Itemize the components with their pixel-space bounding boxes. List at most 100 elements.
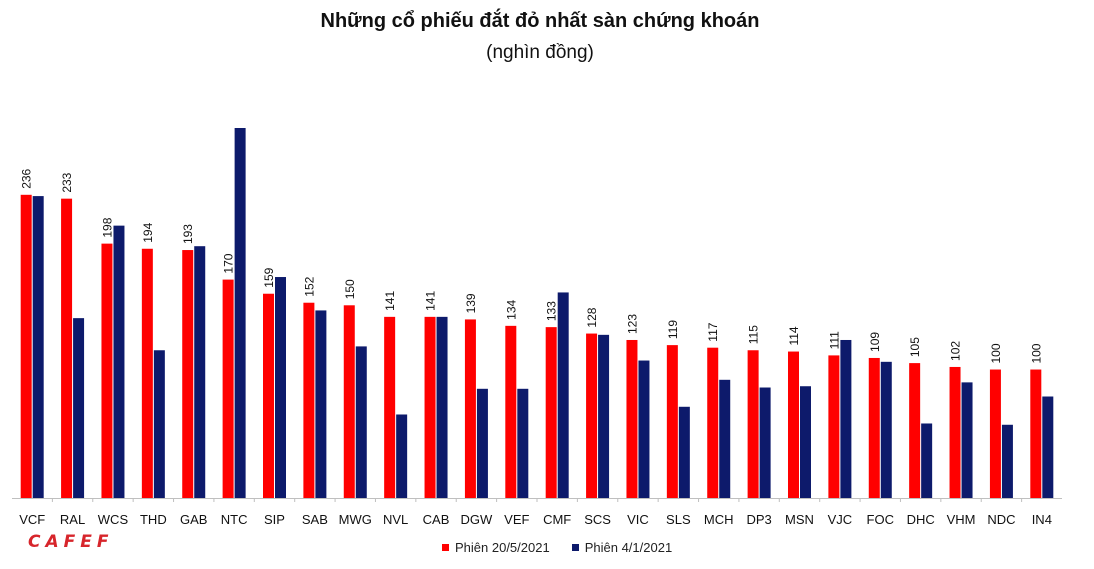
data-label-in4: 100	[1029, 343, 1043, 363]
bar-series-1-vcf	[20, 194, 32, 499]
bar-series-2-cmf	[557, 292, 569, 498]
x-tick-label-vic: VIC	[627, 512, 649, 527]
bar-series-2-vic	[638, 360, 650, 498]
data-label-ndc: 100	[989, 343, 1003, 363]
x-tick-label-thd: THD	[140, 512, 167, 527]
bar-series-1-nvl	[384, 316, 396, 498]
bar-series-2-nvl	[396, 414, 408, 498]
chart-title: Những cổ phiếu đắt đỏ nhất sàn chứng kho…	[320, 10, 760, 32]
bar-series-1-mwg	[343, 305, 355, 498]
data-label-sls: 119	[666, 320, 680, 339]
x-tick-label-vef: VEF	[504, 512, 529, 527]
bar-series-1-ntc	[222, 279, 234, 498]
bar-series-1-cab	[424, 316, 436, 498]
bar-series-2-foc	[880, 361, 892, 498]
x-tick-label-scs: SCS	[584, 512, 611, 527]
bar-series-2-dhc	[921, 423, 933, 498]
x-tick-label-gab: GAB	[180, 512, 207, 527]
data-label-sip: 159	[262, 267, 276, 287]
bar-series-1-thd	[141, 248, 153, 498]
data-label-gab: 193	[181, 224, 195, 244]
bar-series-1-wcs	[101, 243, 113, 498]
data-label-mch: 117	[706, 322, 720, 341]
data-label-nvl: 141	[383, 291, 397, 311]
x-tick-label-vhm: VHM	[947, 512, 976, 527]
bar-series-1-scs	[586, 333, 598, 498]
bar-series-2-vhm	[961, 382, 973, 498]
bar-series-1-in4	[1030, 369, 1042, 498]
legend-item-series-2: Phiên 4/1/2021	[571, 540, 673, 555]
data-label-vjc: 111	[827, 331, 841, 350]
x-tick-label-sab: SAB	[302, 512, 328, 527]
x-tick-label-cmf: CMF	[543, 512, 571, 527]
bar-series-2-dp3	[759, 387, 771, 498]
data-label-vcf: 236	[20, 168, 34, 188]
bar-series-2-cab	[436, 316, 448, 498]
data-label-vhm: 102	[949, 341, 963, 361]
chart-subtitle: (nghìn đồng)	[486, 42, 594, 63]
x-tick-label-dp3: DP3	[746, 512, 771, 527]
bar-series-1-foc	[868, 357, 880, 498]
data-label-foc: 109	[868, 332, 882, 352]
x-tick-label-ral: RAL	[60, 512, 85, 527]
x-tick-label-wcs: WCS	[98, 512, 129, 527]
data-label-dhc: 105	[908, 337, 922, 357]
bar-series-1-ral	[61, 198, 73, 498]
bar-series-2-gab	[194, 246, 206, 498]
x-tick-label-vcf: VCF	[19, 512, 45, 527]
bar-series-2-sab	[315, 310, 327, 498]
x-tick-label-vjc: VJC	[828, 512, 853, 527]
bar-series-2-wcs	[113, 225, 125, 498]
x-tick-label-foc: FOC	[867, 512, 894, 527]
data-label-scs: 128	[585, 307, 599, 327]
legend-label-series-1: Phiên 20/5/2021	[455, 540, 550, 555]
bar-series-2-ral	[73, 318, 85, 498]
bar-series-2-thd	[153, 350, 165, 498]
bar-series-2-vjc	[840, 339, 852, 498]
data-label-wcs: 198	[100, 217, 114, 237]
bar-series-1-msn	[788, 351, 799, 498]
x-tick-label-dhc: DHC	[907, 512, 935, 527]
bar-series-2-sls	[678, 406, 690, 498]
bar-series-2-vcf	[32, 196, 44, 498]
bar-series-1-vhm	[949, 366, 961, 498]
bar-series-1-dp3	[747, 350, 759, 498]
bar-series-1-sab	[303, 302, 315, 498]
legend-label-series-2: Phiên 4/1/2021	[584, 540, 673, 555]
bar-series-1-vef	[505, 325, 517, 498]
data-label-mwg: 150	[343, 279, 357, 299]
x-tick-label-mwg: MWG	[339, 512, 372, 527]
bar-series-1-ndc	[989, 369, 1001, 498]
bar-series-1-gab	[182, 250, 194, 498]
bar-series-2-dgw	[476, 388, 488, 498]
bar-series-2-mwg	[355, 346, 367, 498]
bar-series-1-dgw	[464, 319, 476, 498]
x-tick-label-dgw: DGW	[461, 512, 494, 527]
bar-series-1-sip	[263, 293, 274, 498]
data-label-dp3: 115	[747, 325, 761, 344]
bar-series-2-mch	[719, 379, 731, 498]
data-label-cmf: 133	[545, 301, 559, 321]
bar-series-1-vic	[626, 339, 638, 498]
x-tick-label-mch: MCH	[704, 512, 734, 527]
bar-series-2-sip	[275, 277, 286, 498]
bar-series-2-ndc	[1001, 424, 1013, 498]
data-label-ntc: 170	[222, 253, 236, 273]
x-tick-label-sls: SLS	[666, 512, 691, 527]
data-label-thd: 194	[141, 222, 155, 242]
bar-series-1-mch	[707, 347, 719, 498]
bar-series-1-dhc	[909, 363, 921, 498]
bar-series-2-ntc	[234, 128, 246, 498]
x-tick-label-ntc: NTC	[221, 512, 248, 527]
legend-swatch-series-2	[571, 544, 579, 551]
data-label-sab: 152	[302, 276, 316, 296]
bar-series-1-cmf	[545, 327, 557, 498]
x-tick-label-in4: IN4	[1032, 512, 1052, 527]
x-tick-label-msn: MSN	[785, 512, 814, 527]
data-label-vic: 123	[625, 314, 639, 334]
data-label-cab: 141	[424, 291, 438, 311]
x-tick-label-cab: CAB	[423, 512, 450, 527]
data-label-dgw: 139	[464, 293, 478, 313]
legend-swatch-series-1	[442, 544, 449, 551]
